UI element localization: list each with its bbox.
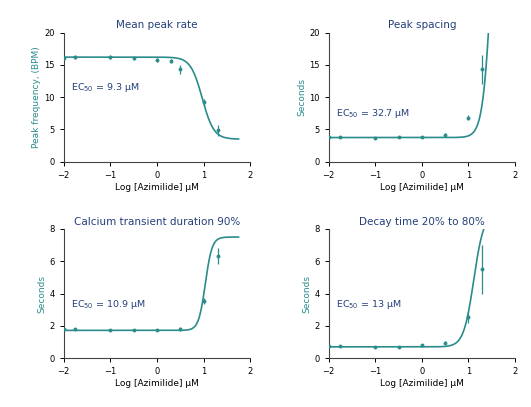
Text: EC$_{50}$ = 10.9 μM: EC$_{50}$ = 10.9 μM [71, 298, 145, 311]
Y-axis label: Seconds: Seconds [38, 275, 47, 313]
Y-axis label: Peak frequency, (BPM): Peak frequency, (BPM) [32, 46, 41, 148]
Title: Peak spacing: Peak spacing [388, 20, 456, 31]
Y-axis label: Seconds: Seconds [302, 275, 311, 313]
X-axis label: Log [Azimilide] μM: Log [Azimilide] μM [380, 379, 464, 388]
X-axis label: Log [Azimilide] μM: Log [Azimilide] μM [380, 183, 464, 192]
Text: EC$_{50}$ = 13 μM: EC$_{50}$ = 13 μM [336, 298, 401, 311]
Title: Mean peak rate: Mean peak rate [116, 20, 198, 31]
X-axis label: Log [Azimilide] μM: Log [Azimilide] μM [115, 379, 199, 388]
Title: Decay time 20% to 80%: Decay time 20% to 80% [359, 217, 485, 227]
Title: Calcium transient duration 90%: Calcium transient duration 90% [74, 217, 240, 227]
Y-axis label: Seconds: Seconds [297, 78, 306, 116]
Text: EC$_{50}$ = 9.3 μM: EC$_{50}$ = 9.3 μM [71, 81, 140, 94]
X-axis label: Log [Azimilide] μM: Log [Azimilide] μM [115, 183, 199, 192]
Text: EC$_{50}$ = 32.7 μM: EC$_{50}$ = 32.7 μM [336, 107, 410, 120]
